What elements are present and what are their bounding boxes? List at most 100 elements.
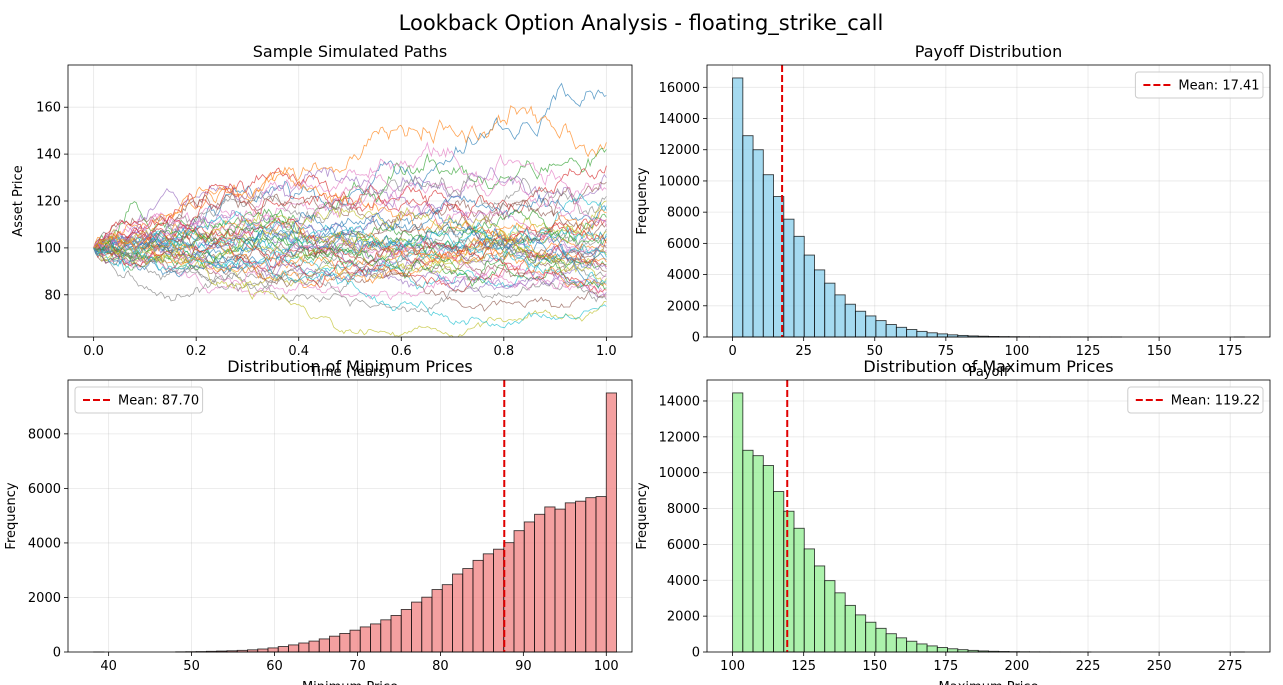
histogram-bar (267, 647, 279, 653)
y-tick-label: 6000 (667, 538, 700, 553)
x-tick-label: 60 (266, 659, 283, 674)
histogram-bar (544, 506, 556, 653)
histogram-bar (814, 269, 826, 338)
histogram-bar (824, 580, 836, 653)
histogram-bar (431, 589, 443, 653)
histogram-bar (390, 615, 402, 653)
legend-label: Mean: 17.41 (1178, 79, 1259, 94)
histogram-bar (834, 294, 846, 338)
y-tick-label: 4000 (28, 536, 61, 551)
histogram-bar (762, 174, 774, 338)
histogram-bar (814, 565, 826, 653)
y-tick-label: 8000 (667, 206, 700, 221)
histogram-bar (803, 548, 815, 653)
x-tick-label: 175 (1218, 344, 1243, 359)
histogram-bar (329, 635, 341, 653)
x-tick-label: 70 (349, 659, 366, 674)
histogram-bar (752, 149, 764, 338)
y-tick-label: 14000 (659, 394, 700, 409)
y-tick-label: 10000 (659, 466, 700, 481)
histogram-bar (885, 324, 897, 338)
histogram-bar (575, 500, 587, 653)
histogram-bar (732, 392, 744, 653)
y-axis-label: Frequency (635, 482, 650, 549)
histogram-bar (441, 584, 453, 653)
axes-frame (706, 64, 1271, 338)
histogram-bar (752, 455, 764, 653)
histogram-bar (421, 596, 433, 653)
histogram-bar (493, 548, 505, 653)
simulated-path (93, 223, 607, 278)
histogram-bar (824, 282, 836, 338)
y-tick-label: 80 (44, 288, 61, 303)
x-tick-label: 0.4 (288, 344, 309, 359)
x-tick-label: 50 (866, 344, 883, 359)
histogram-bar (854, 310, 867, 338)
y-tick-label: 0 (692, 331, 700, 346)
simulated-path (93, 231, 607, 284)
histogram-bar (277, 646, 289, 653)
y-tick-label: 0 (53, 646, 61, 661)
legend-box (74, 386, 204, 414)
x-axis-label: Maximum Price (939, 680, 1039, 685)
histogram-bar (370, 623, 382, 653)
simulated-path (93, 208, 607, 256)
simulated-path (93, 210, 607, 288)
histogram-bar (844, 604, 856, 653)
histogram-bar (803, 254, 815, 338)
histogram-bar (865, 621, 877, 653)
histogram-bar (916, 643, 928, 653)
x-tick-label: 150 (862, 659, 887, 674)
x-tick-label: 90 (515, 659, 532, 674)
y-tick-label: 4000 (667, 574, 700, 589)
histogram-bar (380, 619, 392, 653)
y-tick-label: 120 (36, 195, 61, 210)
x-tick-label: 150 (1147, 344, 1172, 359)
y-axis-label: Asset Price (11, 165, 26, 236)
histogram-bar (885, 633, 897, 653)
y-tick-label: 4000 (667, 268, 700, 283)
simulated-path (93, 230, 607, 302)
histogram-bar (513, 530, 525, 653)
x-tick-label: 0.2 (186, 344, 207, 359)
histogram-bar (865, 315, 877, 338)
chart-panels: 0.0 0.2 0.4 0.6 0.8 1.0 80 100 120 140 160 Sample S… (4, 42, 1271, 685)
axes-frame (67, 64, 633, 338)
x-tick-label: 100 (594, 659, 619, 674)
x-axis-label: Minimum Price (302, 680, 398, 685)
histogram-bar (783, 510, 795, 653)
x-tick-label: 40 (100, 659, 117, 674)
histogram-bar (947, 648, 959, 653)
x-tick-label: 25 (795, 344, 812, 359)
axes-frame (67, 379, 633, 653)
simulated-path (93, 246, 607, 329)
histogram-bar (411, 601, 423, 653)
panel-title: Sample Simulated Paths (253, 42, 448, 61)
histogram-bar (895, 326, 908, 338)
histogram-bar (732, 77, 744, 338)
histogram-bar (742, 449, 754, 653)
y-axis-label: Frequency (635, 167, 650, 234)
simulated-path (93, 231, 607, 312)
figure-suptitle: Lookback Option Analysis - floating_stri… (399, 11, 884, 36)
histogram-bar (916, 330, 928, 338)
x-tick-label: 0.0 (83, 344, 104, 359)
histogram-bar (400, 609, 412, 653)
legend-box (1134, 71, 1264, 99)
simulated-path (93, 225, 607, 271)
histogram-bar (875, 320, 887, 338)
histogram-bar (783, 218, 795, 338)
legend: Mean: 87.70 (74, 386, 204, 414)
simulated-path (93, 221, 607, 291)
panel-title: Payoff Distribution (915, 42, 1062, 61)
y-tick-label: 100 (36, 241, 61, 256)
simulated-path (93, 153, 607, 249)
x-tick-label: 1.0 (596, 344, 617, 359)
y-tick-label: 6000 (667, 237, 700, 252)
simulated-path (93, 238, 607, 337)
legend-label: Mean: 87.70 (118, 394, 199, 409)
simulated-path (93, 147, 607, 249)
x-axis-label: Time (Years) (309, 365, 390, 380)
histogram-bar (308, 640, 320, 653)
